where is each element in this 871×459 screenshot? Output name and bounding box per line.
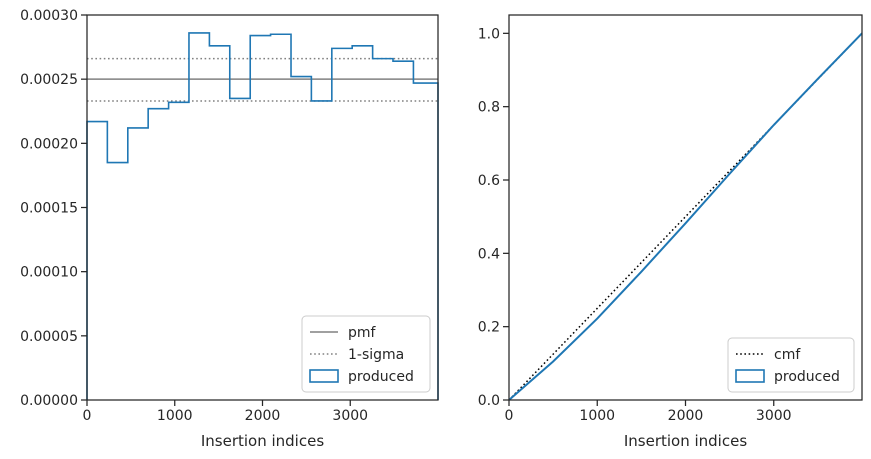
produced-cumulative-line (508, 32, 863, 401)
y-tick-label: 0.00025 (20, 72, 78, 88)
y-tick-label: 0.00010 (20, 265, 78, 281)
x-tick-label: 1000 (157, 408, 193, 424)
x-tick-label: 0 (505, 408, 514, 424)
y-tick-label: 0.2 (478, 320, 500, 336)
pmf-histogram (86, 32, 439, 400)
pmf-y-ticks: 0.00000 0.00005 0.00010 0.00015 0.00020 0.000… (20, 8, 87, 409)
legend-handle-produced (735, 369, 765, 383)
y-tick-label: 0.4 (478, 246, 500, 262)
cmf-panel: 0 1000 2000 3000 0.0 0.2 0.4 0.6 0.8 1.0 Inserti… (478, 14, 863, 450)
pmf-x-ticks: 0 1000 2000 3000 (83, 400, 368, 424)
legend-label-pmf: pmf (348, 325, 377, 341)
x-tick-label: 0 (83, 408, 92, 424)
legend-label-produced: produced (348, 369, 414, 385)
legend-handle-produced (309, 369, 339, 383)
cmf-legend: cmf produced (727, 337, 855, 393)
legend-label-produced: produced (774, 369, 840, 385)
legend-box (301, 315, 431, 393)
y-tick-label: 0.00015 (20, 201, 78, 217)
y-tick-label: 1.0 (478, 26, 500, 42)
y-tick-label: 0.00030 (20, 8, 78, 24)
pmf-panel: 0 1000 2000 3000 0.000000.000050.000100.000… (20, 8, 439, 450)
pmf-reference-lines (87, 57, 438, 102)
cmf-x-axis-label: Insertion indices (624, 432, 747, 450)
cmf-y-ticks: 0.0 0.2 0.4 0.6 0.8 1.0 (478, 26, 509, 409)
x-tick-label: 2000 (668, 408, 704, 424)
y-tick-label: 0.8 (478, 100, 500, 116)
pmf-x-axis-label: Insertion indices (201, 432, 324, 450)
y-tick-label: 0.00000 (20, 393, 78, 409)
x-tick-label: 3000 (756, 408, 792, 424)
cmf-line (508, 32, 863, 401)
legend-label-1-sigma: 1-sigma (348, 347, 404, 363)
pmf-legend: pmf 1-sigma produced (301, 315, 431, 393)
produced-histogram (86, 32, 439, 400)
y-tick-label: 0.6 (478, 173, 500, 189)
y-tick-label: 0.0 (478, 393, 500, 409)
y-tick-label: 0.00005 (20, 329, 78, 345)
cmf-x-ticks: 0 1000 2000 3000 (505, 400, 792, 424)
cmf-lines (508, 32, 863, 401)
x-tick-label: 2000 (245, 408, 281, 424)
x-tick-label: 1000 (579, 408, 615, 424)
legend-label-cmf: cmf (774, 347, 801, 363)
legend-box (727, 337, 855, 393)
y-tick-label: 0.00020 (20, 136, 78, 152)
x-tick-label: 3000 (332, 408, 368, 424)
